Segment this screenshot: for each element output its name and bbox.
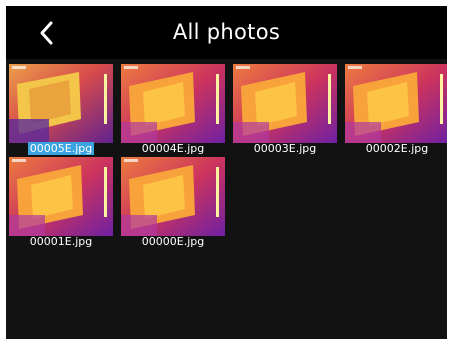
back-button[interactable] [34,20,60,46]
photo-tile[interactable]: 00004E.jpg [121,64,225,155]
thermal-thumbnail [233,64,337,143]
gallery-screen: All photos 00005E.jpg [6,6,447,339]
photo-tile[interactable]: 00005E.jpg [9,64,113,155]
top-bar: All photos [6,6,447,59]
page-title: All photos [172,20,281,44]
file-name: 00004E.jpg [141,142,205,155]
thermal-thumbnail [9,64,113,143]
photo-tile[interactable]: 00001E.jpg [9,157,113,248]
file-name: 00001E.jpg [29,235,93,248]
thermal-thumbnail [121,64,225,143]
photo-tile[interactable]: 00000E.jpg [121,157,225,248]
file-name: 00005E.jpg [27,142,95,155]
thermal-thumbnail [9,157,113,236]
file-name: 00003E.jpg [253,142,317,155]
file-name: 00000E.jpg [141,235,205,248]
photo-tile[interactable]: 00002E.jpg [345,64,447,155]
thermal-thumbnail [345,64,447,143]
chevron-left-icon [40,21,53,45]
thermal-thumbnail [121,157,225,236]
file-name: 00002E.jpg [365,142,429,155]
photo-tile[interactable]: 00003E.jpg [233,64,337,155]
